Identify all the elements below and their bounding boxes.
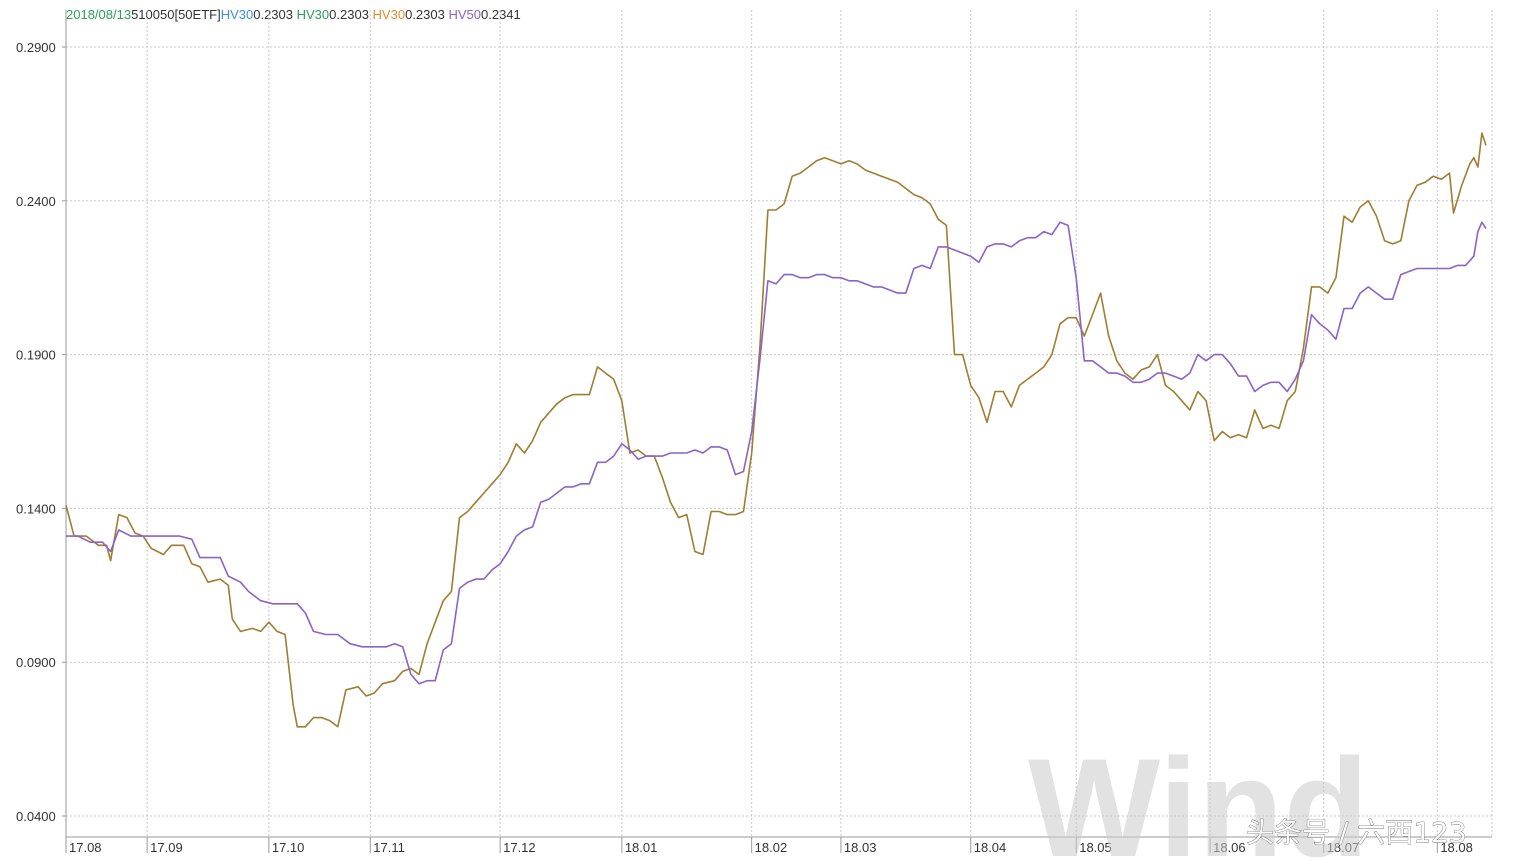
legend-item-hv30-a-label: HV30 <box>220 7 254 22</box>
author-credit-watermark: 头条号 / 六西123 <box>1246 816 1467 849</box>
x-tick-label: 18.08 <box>1440 840 1473 855</box>
chart-grid <box>66 10 1493 837</box>
y-tick-label: 0.2900 <box>16 40 56 55</box>
y-tick-label: 0.1900 <box>16 348 56 363</box>
x-tick-label: 17.12 <box>503 840 536 855</box>
x-tick-label: 18.01 <box>625 840 658 855</box>
y-tick-label: 0.0900 <box>16 655 56 670</box>
chart-axes <box>62 10 1492 853</box>
wind-watermark: Wind <box>1028 729 1369 860</box>
legend-item-hv30-b-label: HV30 <box>296 7 330 22</box>
chart-series <box>65 132 1487 728</box>
x-tick-label: 18.03 <box>844 840 877 855</box>
x-tick-label: 18.02 <box>755 840 788 855</box>
x-tick-label: 17.09 <box>150 840 183 855</box>
legend-item-hv50-value: 0.2341 <box>481 7 521 22</box>
x-tick-label: 17.08 <box>69 840 102 855</box>
legend-item-hv30-c-label: HV30 <box>372 7 406 22</box>
chart-legend: 2018/08/13510050[50ETF]HV300.2303 HV300.… <box>66 7 521 22</box>
x-axis-labels: 17.08 17.09 17.10 17.11 17.12 18.01 18.02 18.03… <box>69 840 1473 855</box>
x-tick-label: 18.07 <box>1327 840 1360 855</box>
legend-item-hv30-a-value: 0.2303 <box>253 7 293 22</box>
x-tick-label: 17.11 <box>373 840 405 855</box>
x-tick-label: 18.04 <box>974 840 1007 855</box>
y-tick-label: 0.0400 <box>16 809 56 824</box>
x-tick-label: 18.06 <box>1213 840 1246 855</box>
series-line-hv30 <box>65 132 1487 728</box>
x-tick-label: 17.10 <box>272 840 305 855</box>
y-axis-labels: 0.2900 0.2400 0.1900 0.1400 0.0900 0.0400 <box>16 40 56 824</box>
legend-security: 510050[50ETF] <box>131 7 221 22</box>
x-tick-label: 18.05 <box>1079 840 1112 855</box>
legend-item-hv50-label: HV50 <box>448 7 481 22</box>
y-tick-label: 0.2400 <box>16 194 56 209</box>
y-tick-label: 0.1400 <box>16 501 56 516</box>
legend-date: 2018/08/13 <box>66 7 132 22</box>
legend-item-hv30-b-value: 0.2303 <box>329 7 369 22</box>
series-line-hv50 <box>66 221 1487 685</box>
legend-item-hv30-c-value: 0.2303 <box>405 7 445 22</box>
